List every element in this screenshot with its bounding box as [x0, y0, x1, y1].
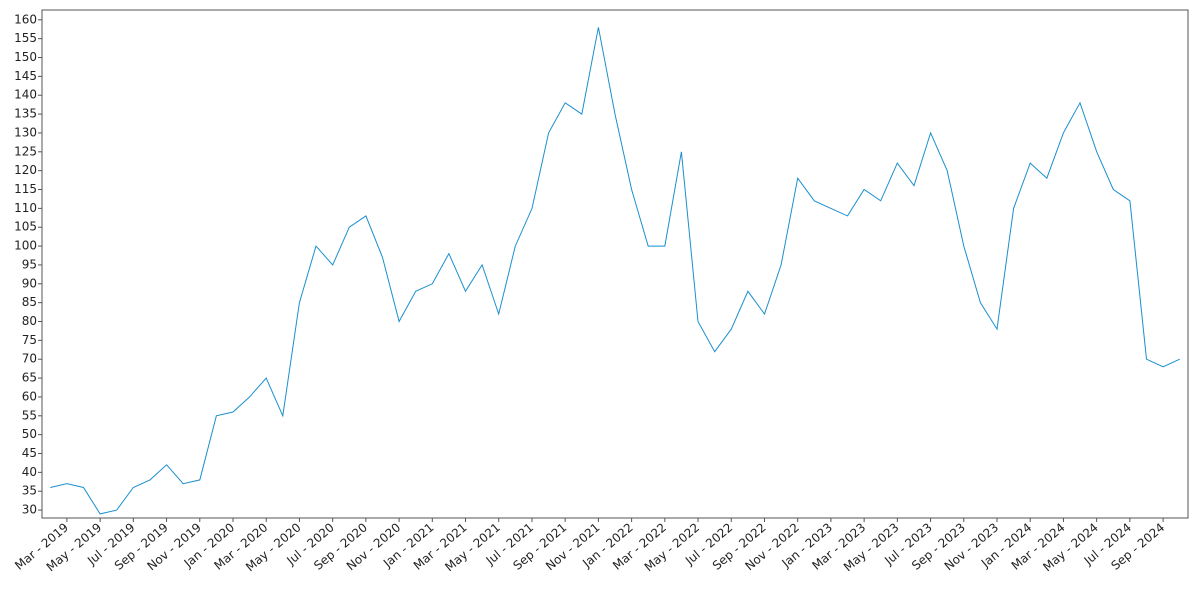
y-tick-label: 30: [22, 503, 37, 517]
y-tick-label: 155: [14, 31, 37, 45]
y-tick-label: 65: [22, 371, 37, 385]
y-tick-label: 70: [22, 352, 37, 366]
y-tick-label: 90: [22, 276, 37, 290]
y-tick-label: 145: [14, 69, 37, 83]
plot-frame: [41, 9, 1189, 519]
y-tick-label: 85: [22, 295, 37, 309]
y-tick-label: 35: [22, 484, 37, 498]
y-tick-label: 50: [22, 427, 37, 441]
y-tick-label: 130: [14, 125, 37, 139]
price-line: [50, 27, 1180, 515]
y-tick-label: 75: [22, 333, 37, 347]
y-tick-label: 110: [14, 201, 37, 215]
y-tick-label: 105: [14, 220, 37, 234]
y-tick-label: 60: [22, 389, 37, 403]
y-tick-label: 40: [22, 465, 37, 479]
y-tick-label: 55: [22, 408, 37, 422]
y-tick-label: 125: [14, 144, 37, 158]
y-tick-label: 95: [22, 257, 37, 271]
y-tick-label: 135: [14, 107, 37, 121]
y-tick-label: 80: [22, 314, 37, 328]
y-tick-label: 100: [14, 239, 37, 253]
y-tick-label: 115: [14, 182, 37, 196]
y-tick-label: 140: [14, 88, 37, 102]
y-tick-label: 45: [22, 446, 37, 460]
y-tick-label: 120: [14, 163, 37, 177]
y-tick-label: 160: [14, 12, 37, 26]
y-tick-label: 150: [14, 50, 37, 64]
